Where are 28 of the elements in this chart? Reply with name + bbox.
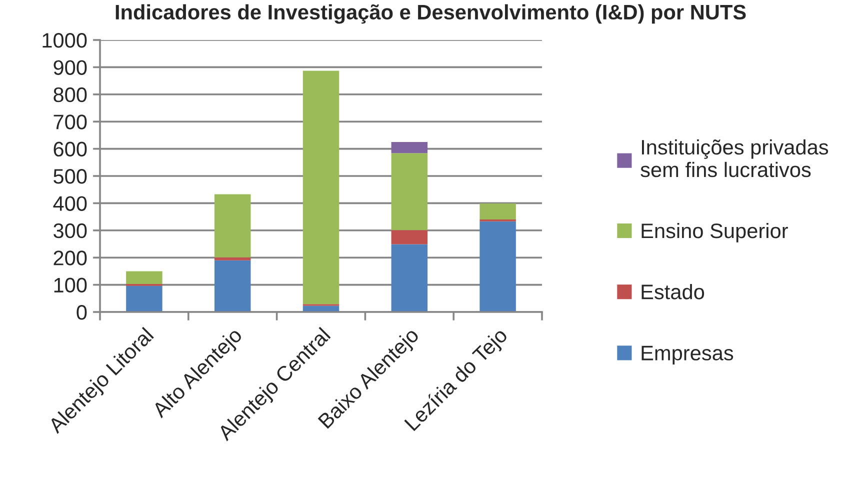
legend-label: Empresas — [642, 346, 734, 365]
bar — [302, 70, 340, 304]
y-tick-label: 400 — [53, 196, 87, 211]
y-tick-label: 300 — [54, 223, 87, 238]
y-tick-label: 0 — [76, 305, 87, 320]
legend-label: Estado — [642, 284, 704, 300]
bar — [391, 230, 428, 244]
bar — [480, 221, 516, 312]
bar — [391, 142, 428, 154]
y-tick-label: 1000 — [42, 33, 87, 48]
legend-label: Ensino Superior — [642, 222, 788, 242]
y-tick-label: 900 — [54, 60, 87, 75]
bar — [214, 257, 251, 260]
y-tick-label: 100 — [54, 278, 87, 293]
bar — [391, 244, 428, 312]
legend-label: Instituições privadas sem fins lucrativos — [640, 139, 828, 178]
chart-title: Indicadores de Investigação e Desenvolvimento (I&D) por NUTS — [116, 4, 746, 24]
y-tick-label: 500 — [54, 169, 87, 184]
bar — [391, 153, 428, 230]
bar — [126, 286, 162, 312]
bar — [214, 194, 251, 258]
bar — [214, 260, 251, 312]
y-tick-label: 200 — [54, 250, 87, 266]
bar — [126, 271, 162, 284]
y-tick-label: 700 — [54, 114, 87, 130]
y-tick-label: 600 — [54, 142, 87, 157]
bar — [480, 203, 516, 220]
y-tick-label: 800 — [54, 87, 87, 102]
